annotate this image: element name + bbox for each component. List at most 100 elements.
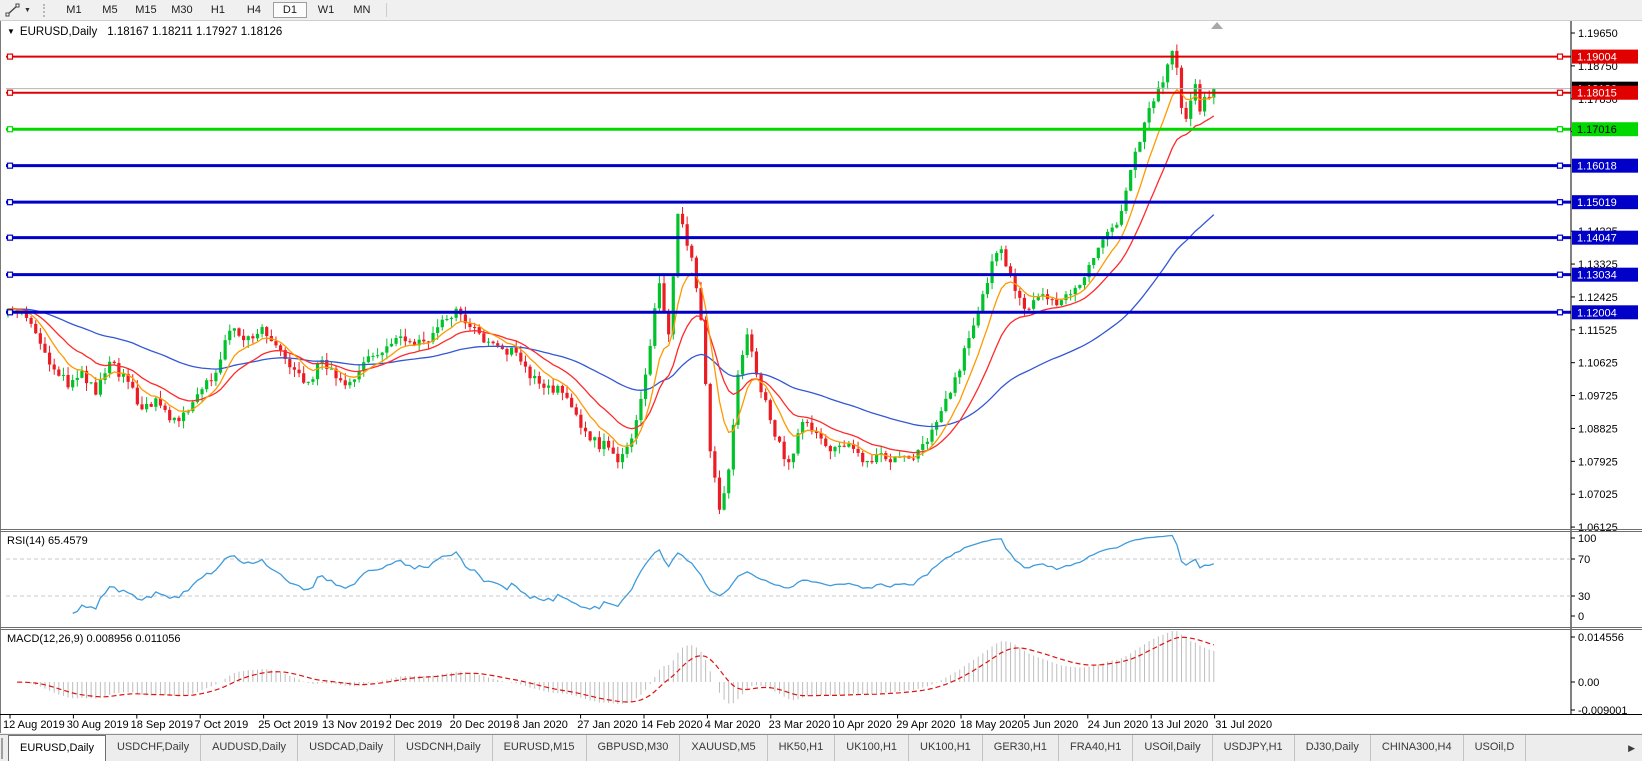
chart-tab-CHINA300-H4[interactable]: CHINA300,H4 xyxy=(1371,735,1464,761)
timeframe-button-M1[interactable]: M1 xyxy=(66,4,82,16)
timeframe-button-D1[interactable]: D1 xyxy=(272,2,307,18)
svg-text:1.15019: 1.15019 xyxy=(1577,197,1617,209)
svg-text:29 Apr 2020: 29 Apr 2020 xyxy=(896,719,955,731)
svg-text:14 Feb 2020: 14 Feb 2020 xyxy=(641,719,703,731)
chart-tab-HK50-H1[interactable]: HK50,H1 xyxy=(768,735,836,761)
svg-text:18 Sep 2019: 18 Sep 2019 xyxy=(131,719,193,731)
symbol-dropdown-icon[interactable]: ▼ xyxy=(7,27,15,36)
svg-text:10 Apr 2020: 10 Apr 2020 xyxy=(832,719,891,731)
svg-text:1.16018: 1.16018 xyxy=(1577,161,1617,173)
level-handle[interactable] xyxy=(1556,199,1564,206)
svg-text:2 Dec 2019: 2 Dec 2019 xyxy=(386,719,442,731)
svg-text:1.11525: 1.11525 xyxy=(1578,325,1617,337)
chart-tab-USDCNH-Daily[interactable]: USDCNH,Daily xyxy=(395,735,493,761)
time-axis-labels: 12 Aug 2019 30 Aug 2019 18 Sep 2019 7 Oct 2… xyxy=(3,714,1272,731)
svg-text:1.10625: 1.10625 xyxy=(1578,358,1618,370)
chart-tab-FRA40-H1[interactable]: FRA40,H1 xyxy=(1059,735,1134,761)
chart-tab-USDCAD-Daily[interactable]: USDCAD,Daily xyxy=(298,735,396,761)
toolbar-separator xyxy=(385,3,387,17)
price-axis[interactable] xyxy=(1572,21,1642,714)
level-handle[interactable] xyxy=(1556,271,1564,278)
svg-text:1.07925: 1.07925 xyxy=(1578,456,1618,468)
ma-slow-line[interactable] xyxy=(8,214,1215,428)
timeframe-button-H1[interactable]: H1 xyxy=(210,4,225,16)
level-handle[interactable] xyxy=(1556,126,1564,133)
chart-tab-bar: EURUSD,Daily USDCHF,Daily AUDUSD,Daily USDC… xyxy=(0,734,1642,761)
timeframe-button-M15[interactable]: M15 xyxy=(135,4,157,16)
timeframe-toolbar: ▼ M1 M5 M15 M30 H1 H4 D1 W1 MN xyxy=(0,0,1642,21)
level-handle[interactable] xyxy=(6,89,14,96)
chart-tab-EURUSD-M15[interactable]: EURUSD,M15 xyxy=(493,735,587,761)
rsi-axis-tick: 30 xyxy=(1578,591,1590,603)
level-handle[interactable] xyxy=(6,234,14,241)
svg-text:8 Jan 2020: 8 Jan 2020 xyxy=(513,719,567,731)
rsi-line xyxy=(72,534,1215,614)
svg-text:1.17016: 1.17016 xyxy=(1577,124,1617,136)
ma-fast-line[interactable] xyxy=(7,88,1215,459)
chart-shift-icon[interactable] xyxy=(1211,22,1223,29)
support-resistance-levels xyxy=(6,53,1571,316)
chart-tab-GER30-H1[interactable]: GER30,H1 xyxy=(983,735,1059,761)
level-handle[interactable] xyxy=(6,271,14,278)
level-handle[interactable] xyxy=(6,53,14,60)
svg-text:1.12004: 1.12004 xyxy=(1577,307,1617,319)
toolbar-drag-grip[interactable] xyxy=(42,3,48,17)
level-handle[interactable] xyxy=(6,126,14,133)
svg-text:13 Jul 2020: 13 Jul 2020 xyxy=(1151,719,1208,731)
chart-tab-USOil-D[interactable]: USOil,D xyxy=(1464,735,1527,761)
level-handle[interactable] xyxy=(1556,309,1564,316)
level-badge-1.14047: 1.14047 xyxy=(1572,230,1638,245)
line-studies-icon xyxy=(5,3,20,17)
rsi-axis-tick: 70 xyxy=(1578,554,1590,566)
level-handle[interactable] xyxy=(1556,53,1564,60)
timeframe-button-M30[interactable]: M30 xyxy=(171,4,193,16)
svg-text:30 Aug 2019: 30 Aug 2019 xyxy=(67,719,129,731)
level-handle[interactable] xyxy=(1556,89,1564,96)
svg-text:12 Aug 2019: 12 Aug 2019 xyxy=(3,719,65,731)
timeframe-button-H4[interactable]: H4 xyxy=(246,4,261,16)
chart-tab-XAUUSD-M5[interactable]: XAUUSD,M5 xyxy=(680,735,768,761)
level-handle[interactable] xyxy=(6,309,14,316)
timeframe-button-M5[interactable]: M5 xyxy=(102,4,118,16)
svg-text:1.07025: 1.07025 xyxy=(1578,489,1618,501)
macd-axis-tick: 0.00 xyxy=(1578,677,1599,689)
timeframe-button-MN[interactable]: MN xyxy=(353,4,371,16)
timeframe-button-W1[interactable]: W1 xyxy=(317,4,335,16)
rsi-indicator-label: RSI(14) 65.4579 xyxy=(7,535,88,547)
svg-text:1.13034: 1.13034 xyxy=(1577,270,1617,282)
tool-dropdown-icon[interactable]: ▼ xyxy=(24,6,31,14)
svg-text:24 Jun 2020: 24 Jun 2020 xyxy=(1088,719,1149,731)
svg-text:4 Mar 2020: 4 Mar 2020 xyxy=(705,719,761,731)
chart-tab-AUDUSD-Daily[interactable]: AUDUSD,Daily xyxy=(201,735,299,761)
chart-tab-USOil-Daily[interactable]: USOil,Daily xyxy=(1133,735,1213,761)
macd-axis-tick: 0.014556 xyxy=(1578,632,1624,644)
svg-text:1.19004: 1.19004 xyxy=(1577,52,1617,64)
tabbar-grip xyxy=(1,738,6,759)
svg-text:23 Mar 2020: 23 Mar 2020 xyxy=(769,719,831,731)
chart-tab-UK100-H1[interactable]: UK100,H1 xyxy=(835,735,910,761)
line-studies-tool-button[interactable]: ▼ xyxy=(3,2,33,18)
level-badge-1.12004: 1.12004 xyxy=(1572,305,1638,320)
svg-text:1.09725: 1.09725 xyxy=(1578,391,1618,403)
chart-tab-DJ30-Daily[interactable]: DJ30,Daily xyxy=(1295,735,1371,761)
svg-text:7 Oct 2019: 7 Oct 2019 xyxy=(194,719,248,731)
tab-scroll-right-icon[interactable]: ▶ xyxy=(1628,743,1635,753)
level-badge-1.16018: 1.16018 xyxy=(1572,158,1638,173)
chart-tab-GBPUSD-M30[interactable]: GBPUSD,M30 xyxy=(587,735,681,761)
svg-text:25 Oct 2019: 25 Oct 2019 xyxy=(258,719,318,731)
level-handle[interactable] xyxy=(1556,162,1564,169)
chart-tab-EURUSD-Daily[interactable]: EURUSD,Daily xyxy=(8,735,106,761)
macd-axis-tick: -0.009001 xyxy=(1578,705,1628,717)
macd-histogram xyxy=(16,631,1215,705)
chart-tab-USDJPY-H1[interactable]: USDJPY,H1 xyxy=(1213,735,1295,761)
timeframe-buttons: M1 M5 M15 M30 H1 H4 D1 W1 MN xyxy=(56,2,380,18)
time-axis[interactable] xyxy=(0,715,1642,733)
chart-tab-UK100-H1[interactable]: UK100,H1 xyxy=(909,735,983,761)
level-handle[interactable] xyxy=(1556,234,1564,241)
chart-tab-USDCHF-Daily[interactable]: USDCHF,Daily xyxy=(106,735,202,761)
svg-text:5 Jun 2020: 5 Jun 2020 xyxy=(1024,719,1078,731)
level-handle[interactable] xyxy=(6,162,14,169)
level-handle[interactable] xyxy=(6,199,14,206)
